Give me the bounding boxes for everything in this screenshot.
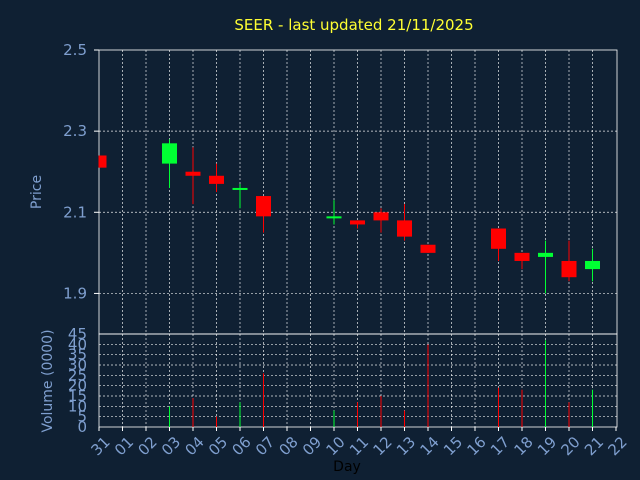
x-tick-label: 01 <box>111 433 137 459</box>
volume-y-tick-label: 35 <box>68 346 87 364</box>
candle-body <box>232 187 248 190</box>
volume-axis-label: Volume (0000) <box>40 329 56 432</box>
x-tick-label: 21 <box>581 433 607 459</box>
candle-body <box>99 155 107 168</box>
candle-body <box>397 220 412 237</box>
x-tick-label: 02 <box>135 433 161 459</box>
price-y-tick-label: 1.9 <box>63 284 87 302</box>
volume-y-tick-label: 40 <box>68 335 87 353</box>
x-tick-label: 20 <box>558 433 584 459</box>
volume-y-tick-label: 0 <box>77 418 87 436</box>
candle-body <box>162 143 177 164</box>
volume-y-tick-label: 15 <box>68 387 87 405</box>
price-y-tick-label: 2.3 <box>63 122 87 140</box>
candle-body <box>585 260 600 270</box>
candle-body <box>373 212 389 221</box>
x-tick-label: 10 <box>323 433 349 459</box>
x-tick-label: 22 <box>605 433 631 459</box>
chart-title: SEER - last updated 21/11/2025 <box>234 16 473 34</box>
price-y-tick-label: 2.5 <box>63 41 87 59</box>
x-tick-label: 05 <box>205 433 231 459</box>
x-axis-label: Day <box>333 459 361 475</box>
volume-y-tick-label: 20 <box>68 377 87 395</box>
volume-y-tick-label: 10 <box>68 397 87 415</box>
x-tick-label: 03 <box>158 433 184 459</box>
x-tick-label: 17 <box>487 433 513 459</box>
x-tick-label: 06 <box>229 433 255 459</box>
x-tick-label: 31 <box>88 433 114 459</box>
volume-y-tick-label: 5 <box>77 408 87 426</box>
x-tick-label: 11 <box>346 433 372 459</box>
x-tick-label: 08 <box>276 433 302 459</box>
candle-body <box>185 171 201 176</box>
candle-body <box>514 252 530 261</box>
candle-body <box>491 228 506 249</box>
candle-body <box>256 196 271 217</box>
x-tick-label: 07 <box>252 433 278 459</box>
price-axis-label: Price <box>29 175 45 209</box>
x-tick-label: 09 <box>299 433 325 459</box>
candle-body <box>538 252 553 257</box>
price-plot-frame <box>98 49 618 335</box>
candle-body <box>561 260 577 278</box>
volume-y-tick-label: 45 <box>68 325 87 343</box>
x-tick-label: 16 <box>464 433 490 459</box>
volume-y-tick-label: 30 <box>68 356 87 374</box>
x-tick-label: 18 <box>511 433 537 459</box>
x-tick-label: 14 <box>417 433 443 459</box>
candle-body <box>326 216 342 219</box>
candle-body <box>350 220 365 225</box>
candle-body <box>209 175 224 184</box>
x-tick-label: 13 <box>393 433 419 459</box>
x-tick-label: 12 <box>370 433 396 459</box>
price-panel: 2.5 2.3 2.1 1.9 <box>63 41 618 335</box>
x-tick-label: 15 <box>440 433 466 459</box>
price-y-tick-label: 2.1 <box>63 203 87 221</box>
volume-y-tick-label: 25 <box>68 366 87 384</box>
x-tick-label: 04 <box>182 433 208 459</box>
candle-body <box>420 244 436 253</box>
x-axis: 3101020304050607080910111213141516171819… <box>88 427 631 459</box>
x-tick-label: 19 <box>534 433 560 459</box>
